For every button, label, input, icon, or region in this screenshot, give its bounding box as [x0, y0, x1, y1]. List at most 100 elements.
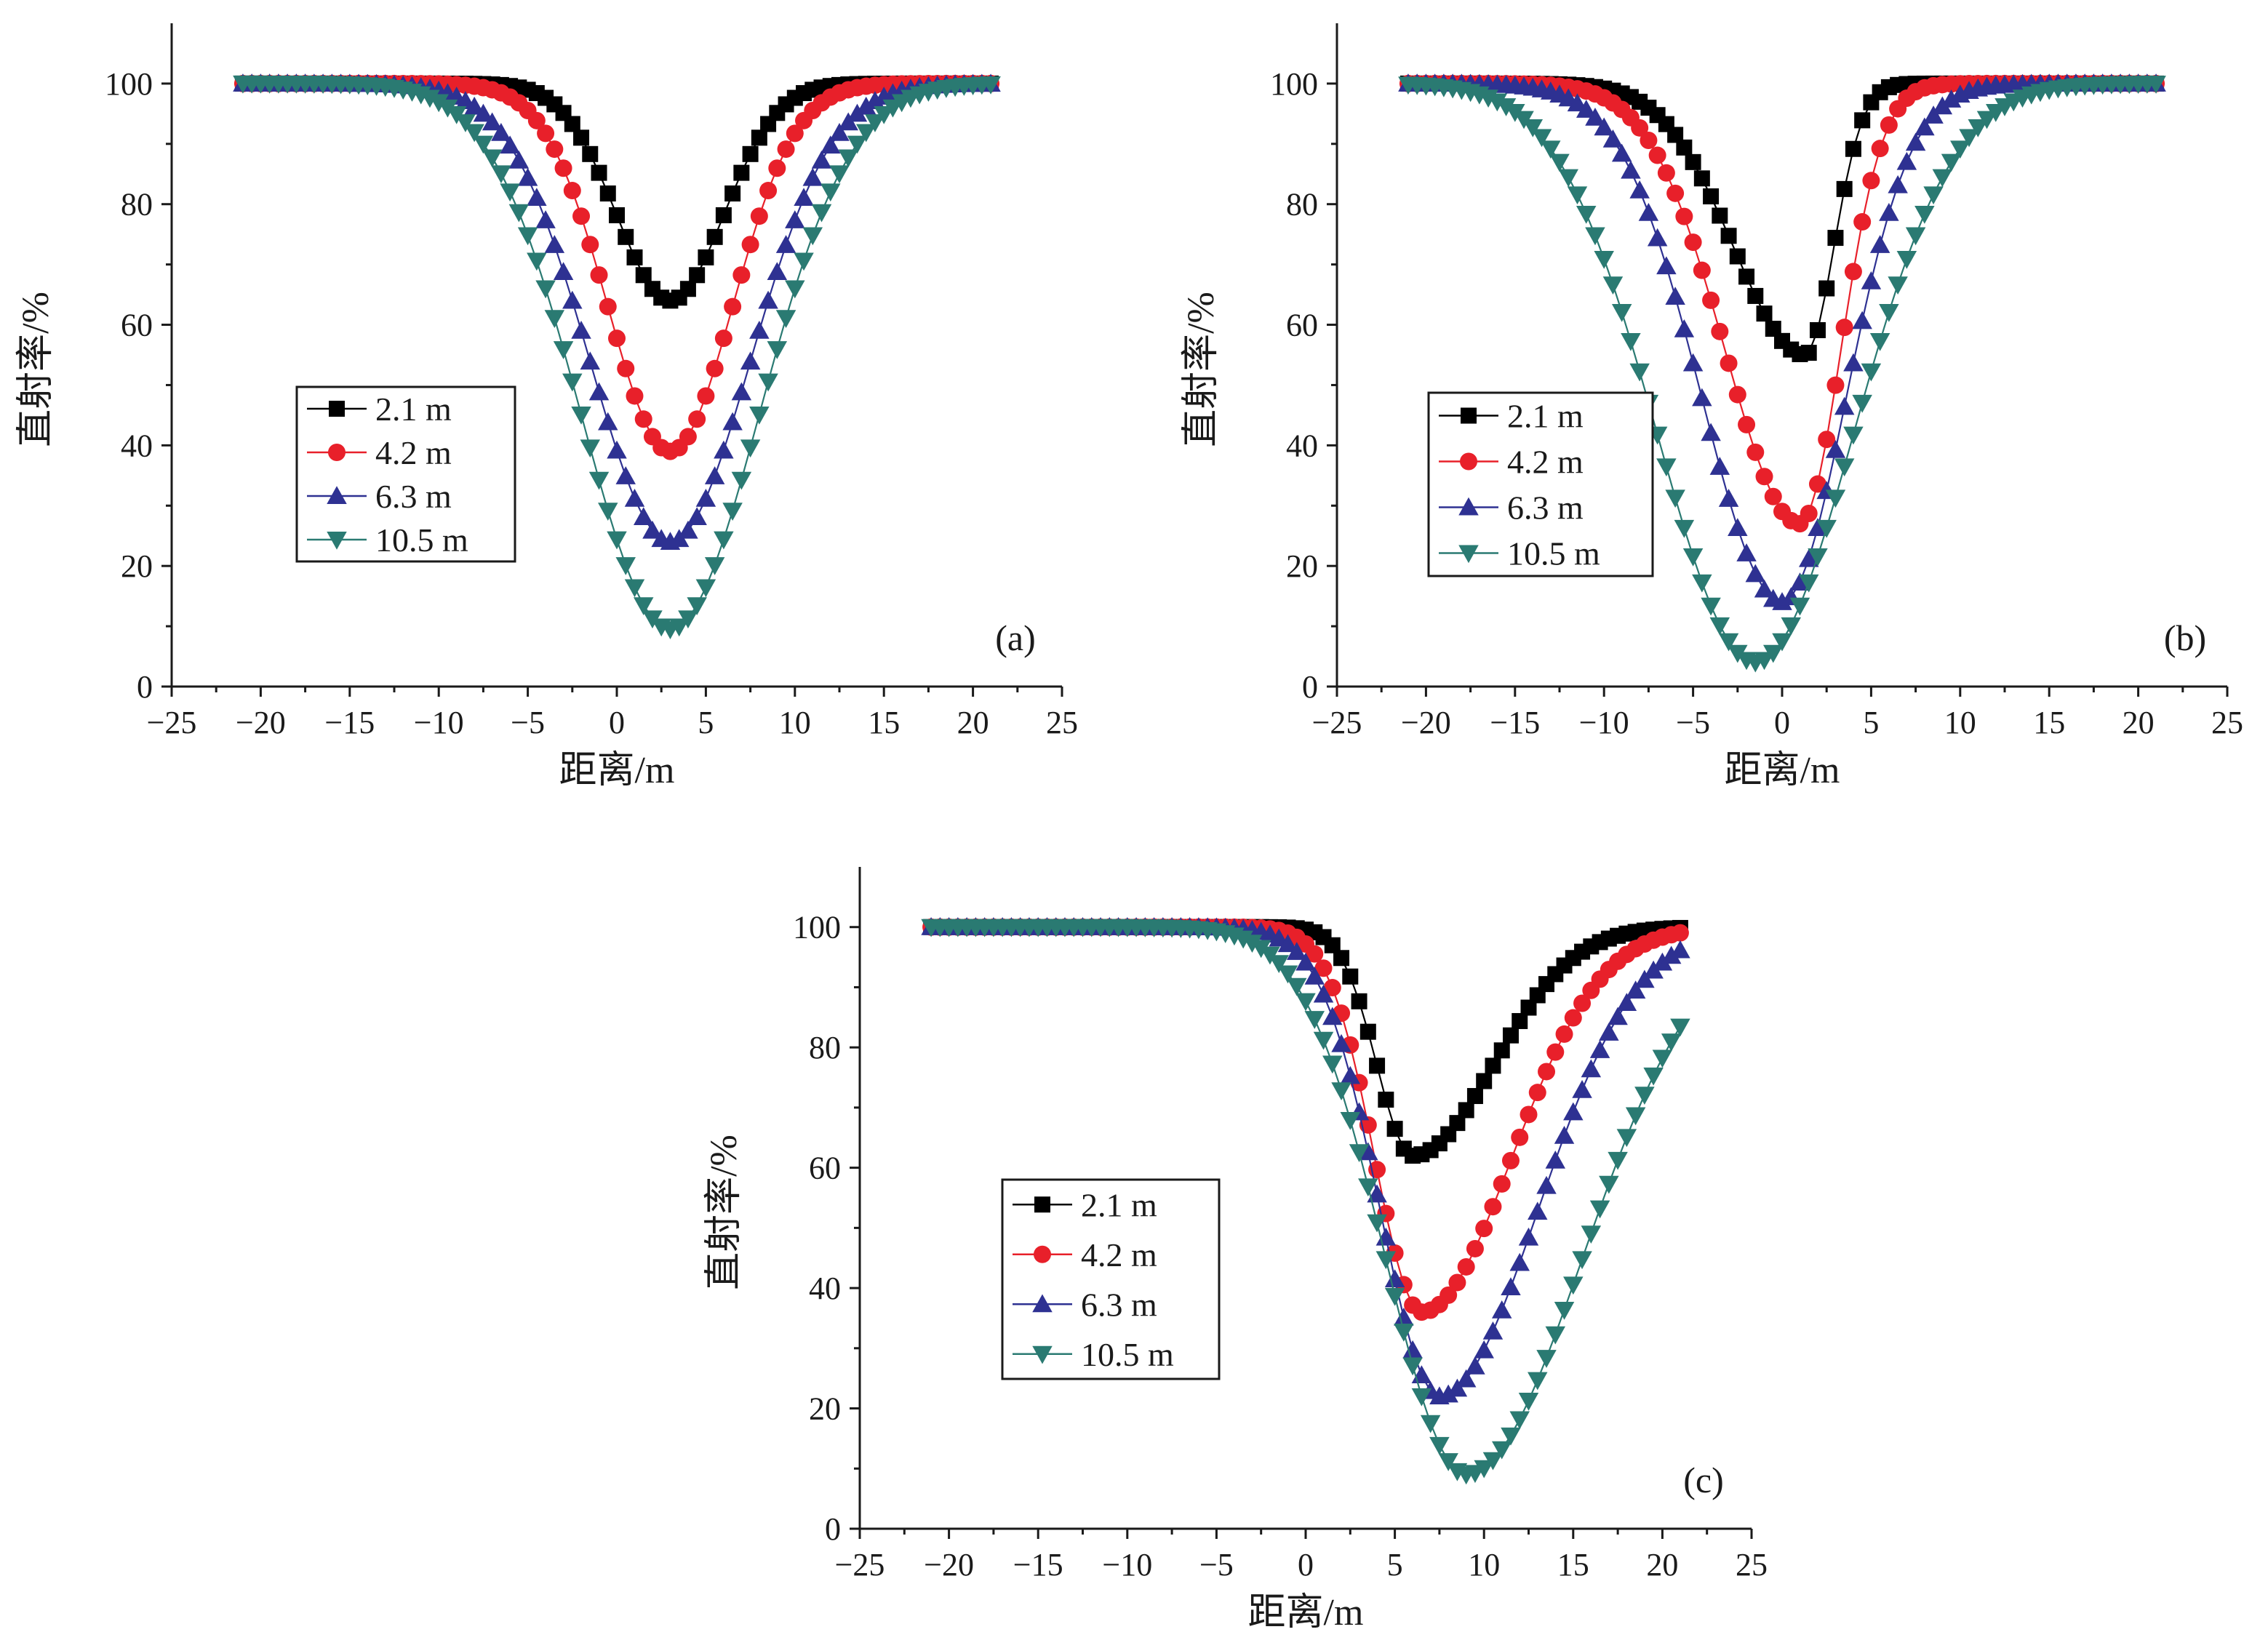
panel-label: (c)	[1683, 1460, 1724, 1500]
data-point	[1589, 1200, 1610, 1219]
data-point	[1816, 519, 1837, 538]
x-tick-label: 25	[2211, 705, 2243, 740]
data-point	[517, 227, 538, 246]
data-point	[491, 123, 511, 141]
data-point	[1718, 489, 1739, 507]
data-point	[1476, 1073, 1493, 1089]
data-point	[1493, 1042, 1510, 1059]
data-point	[642, 520, 663, 539]
x-tick-label: 10	[779, 705, 811, 740]
data-point	[598, 503, 618, 521]
data-point	[1720, 228, 1737, 244]
data-point	[1242, 935, 1263, 953]
data-point	[1861, 363, 1882, 382]
data-point	[1701, 423, 1721, 441]
data-point	[1466, 1088, 1483, 1105]
data-point	[1589, 1040, 1610, 1058]
data-point	[731, 382, 752, 401]
data-point	[624, 579, 645, 598]
data-point	[1509, 1252, 1530, 1271]
series-line	[1407, 82, 2157, 356]
data-point	[706, 359, 724, 377]
data-point	[1634, 969, 1655, 988]
data-point	[1484, 1198, 1502, 1216]
x-tick-label: −25	[1312, 705, 1362, 740]
x-tick-label: 25	[1736, 1547, 1768, 1583]
data-point	[1747, 287, 1764, 304]
data-point	[1638, 202, 1659, 221]
data-point	[1754, 579, 1775, 598]
data-point	[1518, 1227, 1539, 1246]
data-point	[1511, 1128, 1529, 1146]
y-tick-label: 40	[121, 428, 153, 463]
data-point	[1465, 1356, 1485, 1375]
data-point	[724, 185, 741, 202]
data-point	[668, 618, 690, 637]
data-point	[1665, 489, 1685, 508]
data-point	[618, 228, 634, 245]
y-tick-label: 80	[1286, 187, 1318, 223]
data-point	[775, 310, 796, 328]
legend-marker	[328, 444, 346, 461]
chart-panel-3: −25 −20 −15 −10 −5 0 5 10 15 20 25 0 20 40 60 80 100 距离/m…	[703, 867, 1768, 1632]
data-point	[1682, 353, 1704, 372]
data-point	[527, 111, 546, 129]
data-point	[1608, 1007, 1628, 1025]
data-point	[1789, 597, 1810, 616]
data-point	[1367, 1214, 1387, 1233]
data-point	[1738, 415, 1756, 433]
data-point	[1456, 1369, 1477, 1388]
data-point	[1800, 505, 1818, 523]
data-point	[1545, 1150, 1566, 1169]
data-point	[1625, 1107, 1646, 1126]
data-point	[1322, 1007, 1343, 1025]
x-tick-label: −5	[1199, 1547, 1234, 1583]
data-point	[1959, 129, 1979, 148]
data-point	[1781, 617, 1801, 636]
data-point	[1576, 205, 1597, 224]
data-point	[679, 428, 697, 446]
data-point	[1594, 117, 1614, 136]
data-point	[1313, 1031, 1334, 1050]
data-point	[588, 382, 610, 401]
data-point	[500, 183, 520, 202]
data-point	[607, 440, 627, 459]
data-point	[1509, 1411, 1530, 1430]
data-point	[546, 140, 564, 159]
data-point	[759, 182, 778, 200]
data-point	[1914, 205, 1935, 224]
data-point	[749, 321, 770, 339]
data-point	[1621, 333, 1641, 351]
data-point	[1738, 268, 1755, 285]
data-point	[1703, 188, 1720, 204]
data-point	[1616, 993, 1637, 1012]
data-point	[1616, 1129, 1637, 1148]
data-point	[1528, 1372, 1548, 1391]
data-point	[695, 579, 716, 598]
data-point	[1520, 999, 1537, 1016]
data-point	[1720, 354, 1738, 372]
legend-marker	[1034, 1245, 1051, 1263]
data-point	[1879, 202, 1899, 221]
data-point	[689, 267, 706, 284]
data-point	[582, 145, 599, 162]
data-point	[749, 407, 770, 425]
data-point	[1968, 119, 1989, 137]
data-point	[981, 76, 1001, 95]
data-point	[437, 99, 458, 118]
data-point	[811, 151, 832, 169]
data-point	[1448, 1273, 1466, 1292]
data-point	[1402, 1340, 1423, 1359]
data-point	[1585, 227, 1605, 246]
data-point	[714, 329, 732, 348]
data-point	[1501, 1151, 1520, 1169]
data-point	[633, 597, 654, 615]
data-point	[1528, 1084, 1546, 1102]
legend-label: 2.1 m	[375, 391, 452, 428]
data-point	[722, 412, 743, 431]
data-point	[1661, 945, 1682, 964]
data-point	[1693, 261, 1711, 279]
x-tick-label: 15	[1557, 1547, 1589, 1583]
data-point	[1932, 169, 1953, 188]
data-point	[1923, 105, 1944, 124]
